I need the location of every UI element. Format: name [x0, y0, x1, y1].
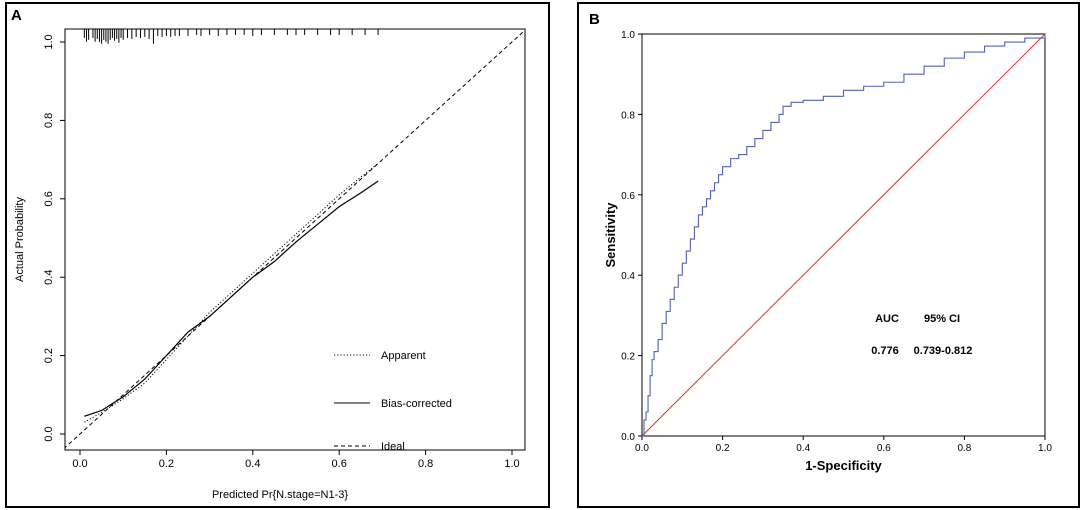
legend-label: Ideal: [381, 441, 405, 453]
y-tick-label: 0.2: [621, 352, 635, 363]
panel-label-b: B: [589, 11, 600, 28]
series-bias-corrected: [84, 180, 379, 417]
y-tick-label: 0.0: [621, 432, 635, 443]
x-axis-label: 1-Specificity: [805, 458, 882, 473]
x-tick-label: 0.4: [796, 443, 810, 454]
y-tick-label: 0.0: [43, 426, 55, 441]
y-tick-label: 0.4: [621, 271, 635, 282]
x-tick-label: 0.6: [877, 443, 891, 454]
x-tick-label: 1.0: [504, 458, 519, 470]
y-tick-label: 0.8: [43, 113, 55, 128]
y-tick-label: 0.4: [43, 270, 55, 285]
roc-chart: 0.0 0.2 0.4 0.6 0.8 1.0 0.0 0.2 0.4 0.6 0.8 1.0 1-Sp…: [603, 30, 1052, 473]
y-tick-label: 1.0: [43, 34, 55, 49]
y-tick-label: 1.0: [621, 30, 635, 41]
calibration-panel: A 0.0 0.2 0.4 0.6 0.8 1.0 0.0 0.2 0.4 0.6 0.8 1.0 Pr…: [5, 2, 550, 508]
y-tick-label: 0.6: [43, 191, 55, 206]
y-tick-label: 0.2: [43, 348, 55, 363]
calibration-chart: 0.0 0.2 0.4 0.6 0.8 1.0 0.0 0.2 0.4 0.6 0.8 1.0 Pred…: [14, 28, 526, 501]
y-axis-label: Sensitivity: [603, 202, 618, 268]
y-tick-label: 0.6: [621, 191, 635, 202]
x-tick-label: 0.0: [72, 458, 87, 470]
plot-frame: [64, 28, 526, 451]
y-tick-label: 0.8: [621, 110, 635, 121]
plot-frame: [641, 33, 1046, 437]
x-axis-label: Predicted Pr{N.stage=N1-3}: [212, 489, 348, 501]
y-axis-label: Actual Probability: [14, 197, 26, 282]
legend-label: Apparent: [381, 350, 426, 362]
x-tick-label: 0.4: [245, 458, 260, 470]
x-tick-label: 0.6: [332, 458, 347, 470]
x-tick-label: 0.2: [716, 443, 730, 454]
series-ideal: [65, 29, 525, 449]
auc-header: AUC: [875, 313, 899, 325]
reference-diagonal-line: [641, 33, 1046, 437]
x-tick-label: 0.8: [957, 443, 971, 454]
auc-value: 0.776: [871, 345, 899, 357]
roc-curve: [642, 34, 1046, 437]
x-tick-label: 0.8: [418, 458, 433, 470]
x-tick-label: 0.0: [635, 443, 649, 454]
legend-label: Bias-corrected: [381, 398, 452, 410]
roc-panel: B 0.0 0.2 0.4 0.6 0.8 1.0 0.0 0.2 0.4 0.6 0.8 1.0 1-…: [577, 2, 1080, 508]
series-apparent: [84, 163, 379, 423]
x-tick-label: 0.2: [159, 458, 174, 470]
ci-value: 0.739-0.812: [914, 345, 973, 357]
x-tick-label: 1.0: [1038, 443, 1052, 454]
ci-header: 95% CI: [924, 313, 960, 325]
panel-label-a: A: [11, 7, 22, 24]
